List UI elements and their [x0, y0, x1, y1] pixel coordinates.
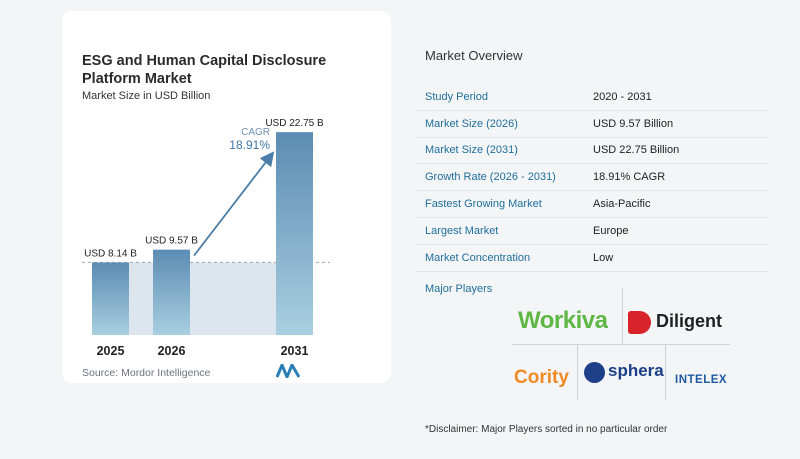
mordor-logo-icon	[276, 364, 300, 378]
sphera-logo-icon	[584, 362, 605, 383]
row-label: Market Size (2031)	[425, 144, 518, 157]
bar-value-label: USD 8.14 B	[84, 248, 137, 259]
row-label: Growth Rate (2026 - 2031)	[425, 171, 556, 184]
row-value: 18.91% CAGR	[593, 171, 666, 184]
row-label: Largest Market	[425, 224, 499, 237]
market-size-chart: USD 8.14 B 2025 USD 9.57 B 2026 USD 22.75 B 2…	[82, 118, 330, 358]
row-label: Market Size (2026)	[425, 117, 518, 130]
row-value: 2020 - 2031	[593, 90, 652, 103]
row-value: USD 22.75 Billion	[593, 144, 680, 157]
bar-2025	[92, 262, 129, 335]
bar-2031	[276, 132, 313, 335]
row-label: Fastest Growing Market	[425, 198, 542, 211]
grid-divider	[665, 344, 666, 400]
cagr-value: 18.91%	[229, 138, 270, 152]
sphera-logo: sphera	[608, 361, 664, 380]
cority-logo: Cority	[514, 367, 569, 388]
overview-row: Market Size (2026) USD 9.57 Billion	[416, 111, 768, 138]
overview-title: Market Overview	[425, 48, 523, 63]
x-tick-label: 2031	[281, 344, 309, 358]
disclaimer: *Disclaimer: Major Players sorted in no …	[425, 424, 668, 435]
overview-row: Market Size (2031) USD 22.75 Billion	[416, 138, 768, 165]
chart-subtitle: Market Size in USD Billion	[82, 90, 211, 102]
diligent-logo-icon	[628, 311, 651, 334]
row-value: Europe	[593, 224, 629, 237]
chart-title: ESG and Human Capital Disclosure Platfor…	[82, 53, 327, 87]
diligent-logo: Diligent	[656, 311, 722, 331]
row-value: USD 9.57 Billion	[593, 117, 674, 130]
overview-row: Fastest Growing Market Asia-Pacific	[416, 191, 768, 218]
x-tick-label: 2025	[97, 344, 125, 358]
major-players-title: Major Players	[425, 283, 493, 295]
overview-row: Market Concentration Low	[416, 245, 768, 272]
overview-row: Study Period 2020 - 2031	[416, 84, 768, 111]
x-tick-label: 2026	[158, 344, 186, 358]
row-label: Study Period	[425, 90, 488, 103]
overview-row: Largest Market Europe	[416, 218, 768, 245]
row-value: Asia-Pacific	[593, 198, 651, 211]
row-value: Low	[593, 251, 614, 264]
bar-value-label: USD 22.75 B	[265, 118, 324, 129]
grid-divider	[512, 344, 730, 345]
cagr-label: CAGR	[241, 127, 270, 138]
overview-row: Growth Rate (2026 - 2031) 18.91% CAGR	[416, 164, 768, 192]
intelex-logo: INTELEX	[675, 374, 728, 386]
source-note: Source: Mordor Intelligence	[82, 367, 211, 379]
bar-2026	[153, 249, 190, 335]
row-label: Market Concentration	[425, 251, 531, 264]
grid-divider	[622, 288, 623, 344]
cagr-arrow	[193, 151, 275, 257]
grid-divider	[577, 344, 578, 400]
workiva-logo: Workiva	[518, 307, 608, 334]
overview-table: Study Period 2020 - 2031 Market Size (202…	[416, 84, 768, 272]
bar-value-label: USD 9.57 B	[145, 236, 198, 247]
chart-card: USD 8.14 B 2025 USD 9.57 B 2026 USD 22.75 B 2…	[62, 11, 391, 383]
